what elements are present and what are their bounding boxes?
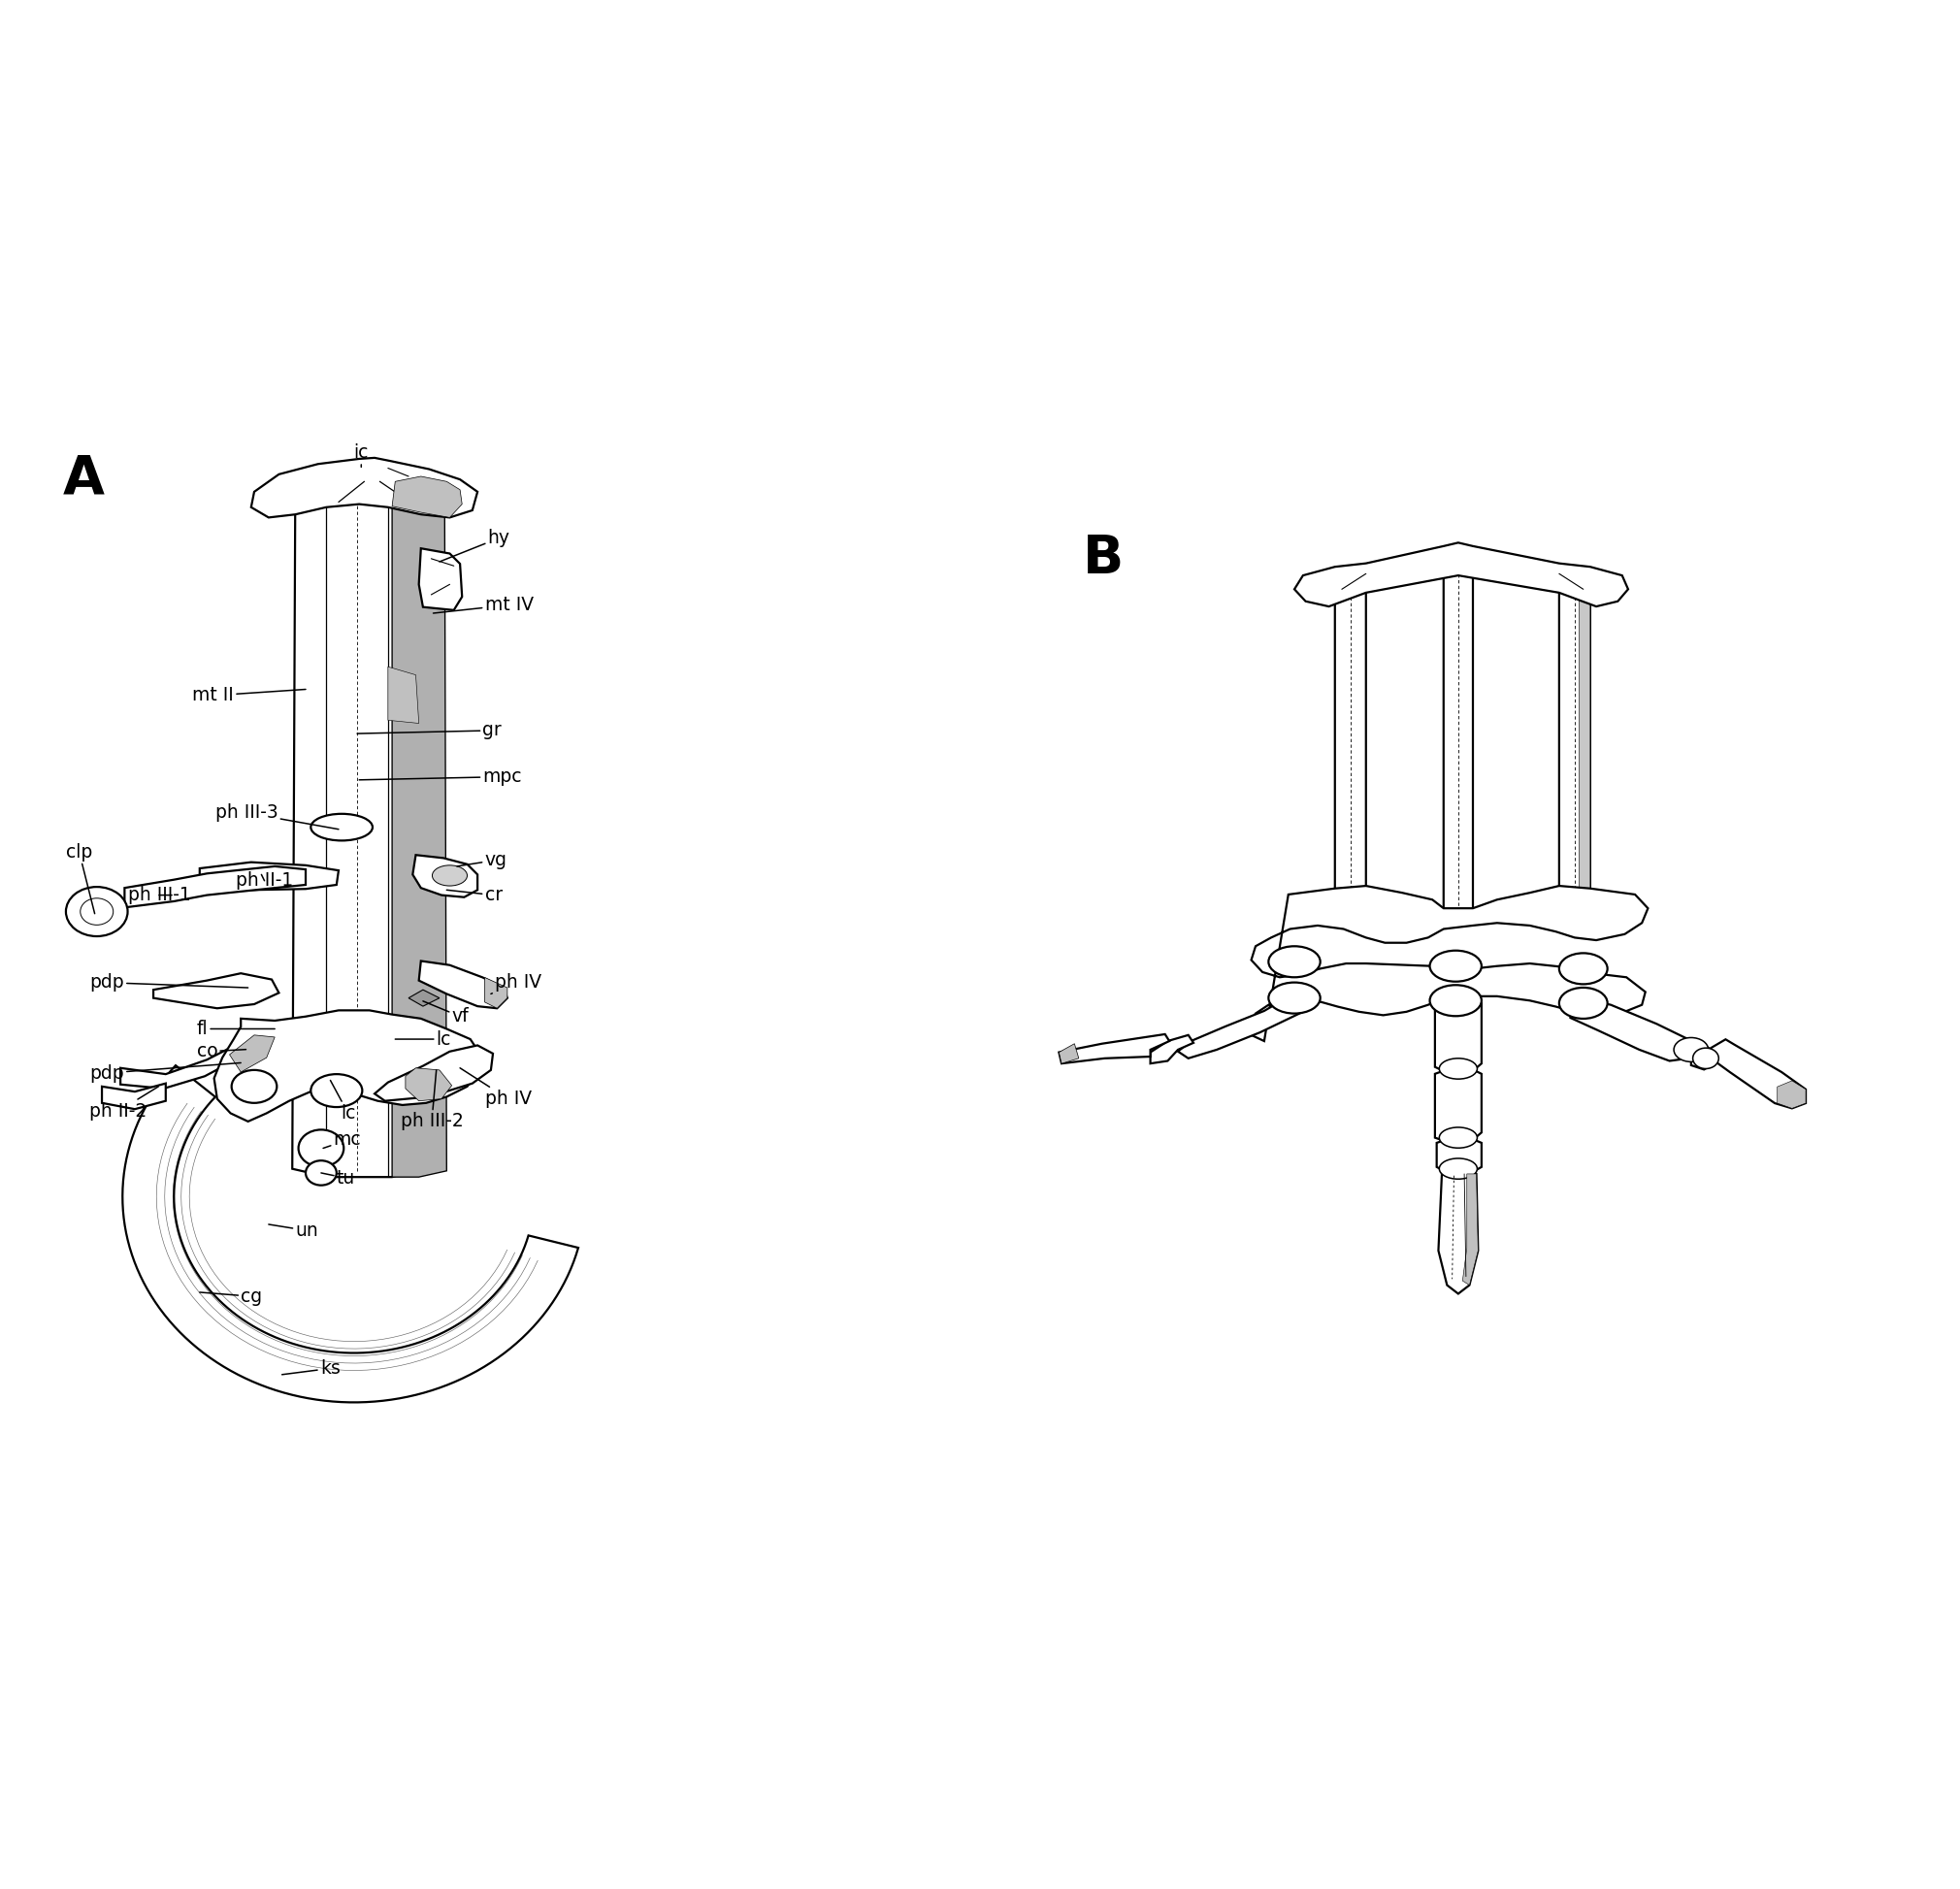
Text: un: un xyxy=(269,1222,318,1239)
Text: ph III-1: ph III-1 xyxy=(127,886,190,905)
Ellipse shape xyxy=(298,1130,343,1167)
Ellipse shape xyxy=(67,886,127,937)
Text: cg: cg xyxy=(200,1286,263,1305)
Ellipse shape xyxy=(1439,1128,1478,1149)
Text: hy: hy xyxy=(439,529,510,561)
Polygon shape xyxy=(419,962,508,1009)
Text: ph II-2: ph II-2 xyxy=(90,1086,159,1120)
Polygon shape xyxy=(1439,1169,1478,1294)
Polygon shape xyxy=(251,457,478,518)
Polygon shape xyxy=(153,973,278,1009)
Text: lc: lc xyxy=(396,1030,451,1048)
Text: gr: gr xyxy=(357,722,502,740)
Polygon shape xyxy=(1691,1047,1715,1069)
Ellipse shape xyxy=(312,814,372,841)
Polygon shape xyxy=(292,468,419,1177)
Text: co: co xyxy=(196,1043,247,1062)
Polygon shape xyxy=(120,1037,251,1088)
Ellipse shape xyxy=(433,865,466,886)
Polygon shape xyxy=(484,977,508,1009)
Text: cr: cr xyxy=(447,886,502,905)
Text: ph III-3: ph III-3 xyxy=(216,803,339,829)
Text: mc: mc xyxy=(323,1132,361,1149)
Polygon shape xyxy=(123,1065,578,1402)
Polygon shape xyxy=(1437,1139,1482,1173)
Polygon shape xyxy=(414,856,478,897)
Polygon shape xyxy=(1558,570,1590,897)
Text: ph IV: ph IV xyxy=(461,1067,531,1109)
Polygon shape xyxy=(408,990,439,1007)
Ellipse shape xyxy=(1268,946,1321,977)
Ellipse shape xyxy=(1558,954,1607,984)
Ellipse shape xyxy=(1558,988,1607,1018)
Text: lc: lc xyxy=(331,1081,355,1122)
Text: A: A xyxy=(63,453,104,504)
Ellipse shape xyxy=(1674,1037,1709,1062)
Polygon shape xyxy=(388,667,419,723)
Text: pdp: pdp xyxy=(90,1064,241,1082)
Polygon shape xyxy=(1570,999,1697,1062)
Polygon shape xyxy=(200,861,339,890)
Polygon shape xyxy=(392,476,463,518)
Polygon shape xyxy=(1335,569,1366,899)
Polygon shape xyxy=(1151,1035,1194,1064)
Polygon shape xyxy=(1778,1081,1805,1109)
Ellipse shape xyxy=(1268,982,1321,1014)
Polygon shape xyxy=(102,1084,167,1109)
Polygon shape xyxy=(1462,1173,1478,1285)
Polygon shape xyxy=(1445,548,1472,920)
Ellipse shape xyxy=(231,1069,276,1103)
Polygon shape xyxy=(1294,542,1629,606)
Polygon shape xyxy=(374,1045,494,1101)
Text: vf: vf xyxy=(423,1001,468,1026)
Polygon shape xyxy=(1058,1043,1078,1064)
Ellipse shape xyxy=(1429,984,1482,1016)
Text: ph II-1: ph II-1 xyxy=(235,871,294,890)
Ellipse shape xyxy=(1439,1158,1478,1179)
Polygon shape xyxy=(1178,996,1315,1058)
Polygon shape xyxy=(1058,1033,1170,1064)
Polygon shape xyxy=(1435,997,1482,1073)
Polygon shape xyxy=(1435,1069,1482,1143)
Ellipse shape xyxy=(306,1160,337,1184)
Text: clp: clp xyxy=(67,842,94,914)
Polygon shape xyxy=(1249,886,1648,1041)
Polygon shape xyxy=(1711,1039,1805,1109)
Text: pdp: pdp xyxy=(90,973,249,992)
Text: ph III-2: ph III-2 xyxy=(400,1069,463,1132)
Polygon shape xyxy=(1580,570,1590,895)
Polygon shape xyxy=(406,1067,451,1101)
Polygon shape xyxy=(229,1035,274,1073)
Text: tu: tu xyxy=(321,1169,355,1188)
Text: fl: fl xyxy=(196,1020,274,1039)
Ellipse shape xyxy=(1439,1058,1478,1079)
Text: vg: vg xyxy=(457,850,508,869)
Polygon shape xyxy=(419,548,463,610)
Polygon shape xyxy=(214,1011,480,1122)
Polygon shape xyxy=(125,867,306,907)
Text: ph IV: ph IV xyxy=(490,973,541,994)
Text: ic: ic xyxy=(353,444,368,467)
Ellipse shape xyxy=(312,1075,363,1107)
Text: ks: ks xyxy=(282,1360,341,1377)
Text: mpc: mpc xyxy=(359,767,521,786)
Ellipse shape xyxy=(1429,950,1482,982)
Ellipse shape xyxy=(1693,1048,1719,1069)
Ellipse shape xyxy=(80,897,114,926)
Text: mt II: mt II xyxy=(192,686,306,705)
Text: B: B xyxy=(1084,533,1125,586)
Text: mt IV: mt IV xyxy=(433,595,533,614)
Polygon shape xyxy=(392,468,447,1177)
